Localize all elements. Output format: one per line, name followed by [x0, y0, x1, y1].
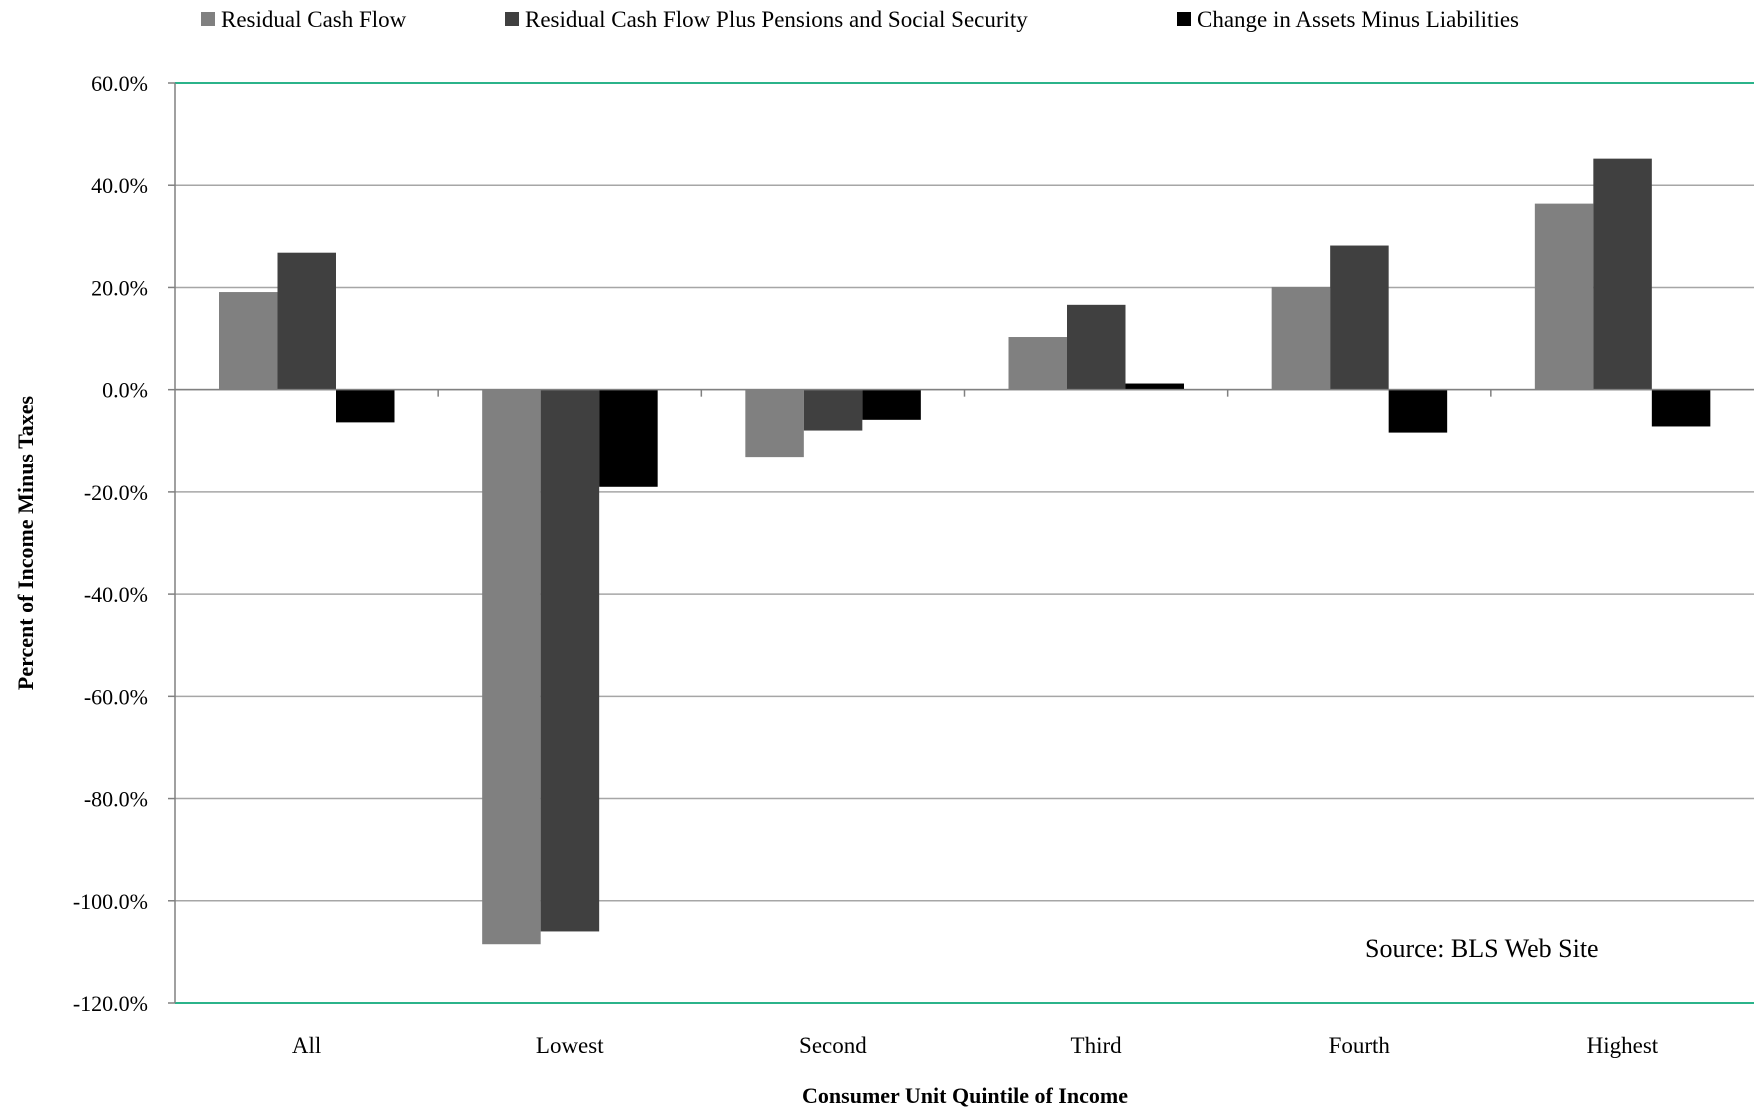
y-tick-labels: 60.0% 40.0% 20.0% 0.0% -20.0% -40.0% -60.0% -80… [73, 71, 148, 1016]
bar [482, 389, 541, 945]
legend-swatch [201, 12, 215, 26]
x-axis-title: Consumer Unit Quintile of Income [802, 1083, 1128, 1108]
bar [803, 389, 863, 431]
legend: Residual Cash Flow Residual Cash Flow Plu… [201, 7, 1519, 32]
y-tick-label: -20.0% [84, 480, 148, 505]
y-tick-label: 40.0% [91, 173, 148, 198]
y-tick-label: -120.0% [73, 991, 148, 1016]
y-tick-label: -100.0% [73, 889, 148, 914]
y-axis-title: Percent of Income Minus Taxes [13, 396, 38, 691]
bar [1388, 389, 1448, 433]
y-tick-label: 0.0% [102, 378, 148, 403]
bar [1534, 203, 1594, 390]
source-note: Source: BLS Web Site [1365, 934, 1599, 963]
plot-frame-lines [175, 82, 1754, 1004]
x-tick-label: Third [1071, 1033, 1123, 1058]
bar [540, 389, 600, 932]
legend-label: Change in Assets Minus Liabilities [1197, 7, 1519, 32]
bar [599, 389, 658, 487]
bars [219, 158, 1711, 945]
legend-swatch [505, 12, 519, 26]
bar [1067, 304, 1126, 390]
x-tick-labels: All Lowest Second Third Fourth Highest [292, 1033, 1659, 1058]
y-tick-label: -80.0% [84, 787, 148, 812]
bar [1593, 158, 1652, 390]
legend-swatch [1177, 12, 1191, 26]
bar [1125, 383, 1184, 390]
x-tick-label: Second [799, 1033, 867, 1058]
bar [1271, 286, 1331, 390]
y-tick-label: 60.0% [91, 71, 148, 96]
legend-label: Residual Cash Flow [221, 7, 407, 32]
bar [862, 389, 921, 420]
gridlines [175, 184, 1754, 902]
bar [336, 389, 395, 423]
x-tick-label: Fourth [1329, 1033, 1391, 1058]
bar [1008, 337, 1067, 390]
legend-label: Residual Cash Flow Plus Pensions and Soc… [525, 7, 1028, 32]
x-tick-label: Lowest [536, 1033, 604, 1058]
y-tick-label: 20.0% [91, 275, 148, 300]
x-tick-label: Highest [1587, 1033, 1659, 1058]
bar [277, 252, 336, 390]
axes [168, 82, 1754, 1004]
bar [219, 292, 278, 390]
x-tick-label: All [292, 1033, 321, 1058]
bar [1651, 389, 1711, 427]
bar [745, 389, 804, 458]
y-tick-label: -40.0% [84, 582, 148, 607]
bar [1330, 245, 1389, 390]
y-tick-label: -60.0% [84, 684, 148, 709]
